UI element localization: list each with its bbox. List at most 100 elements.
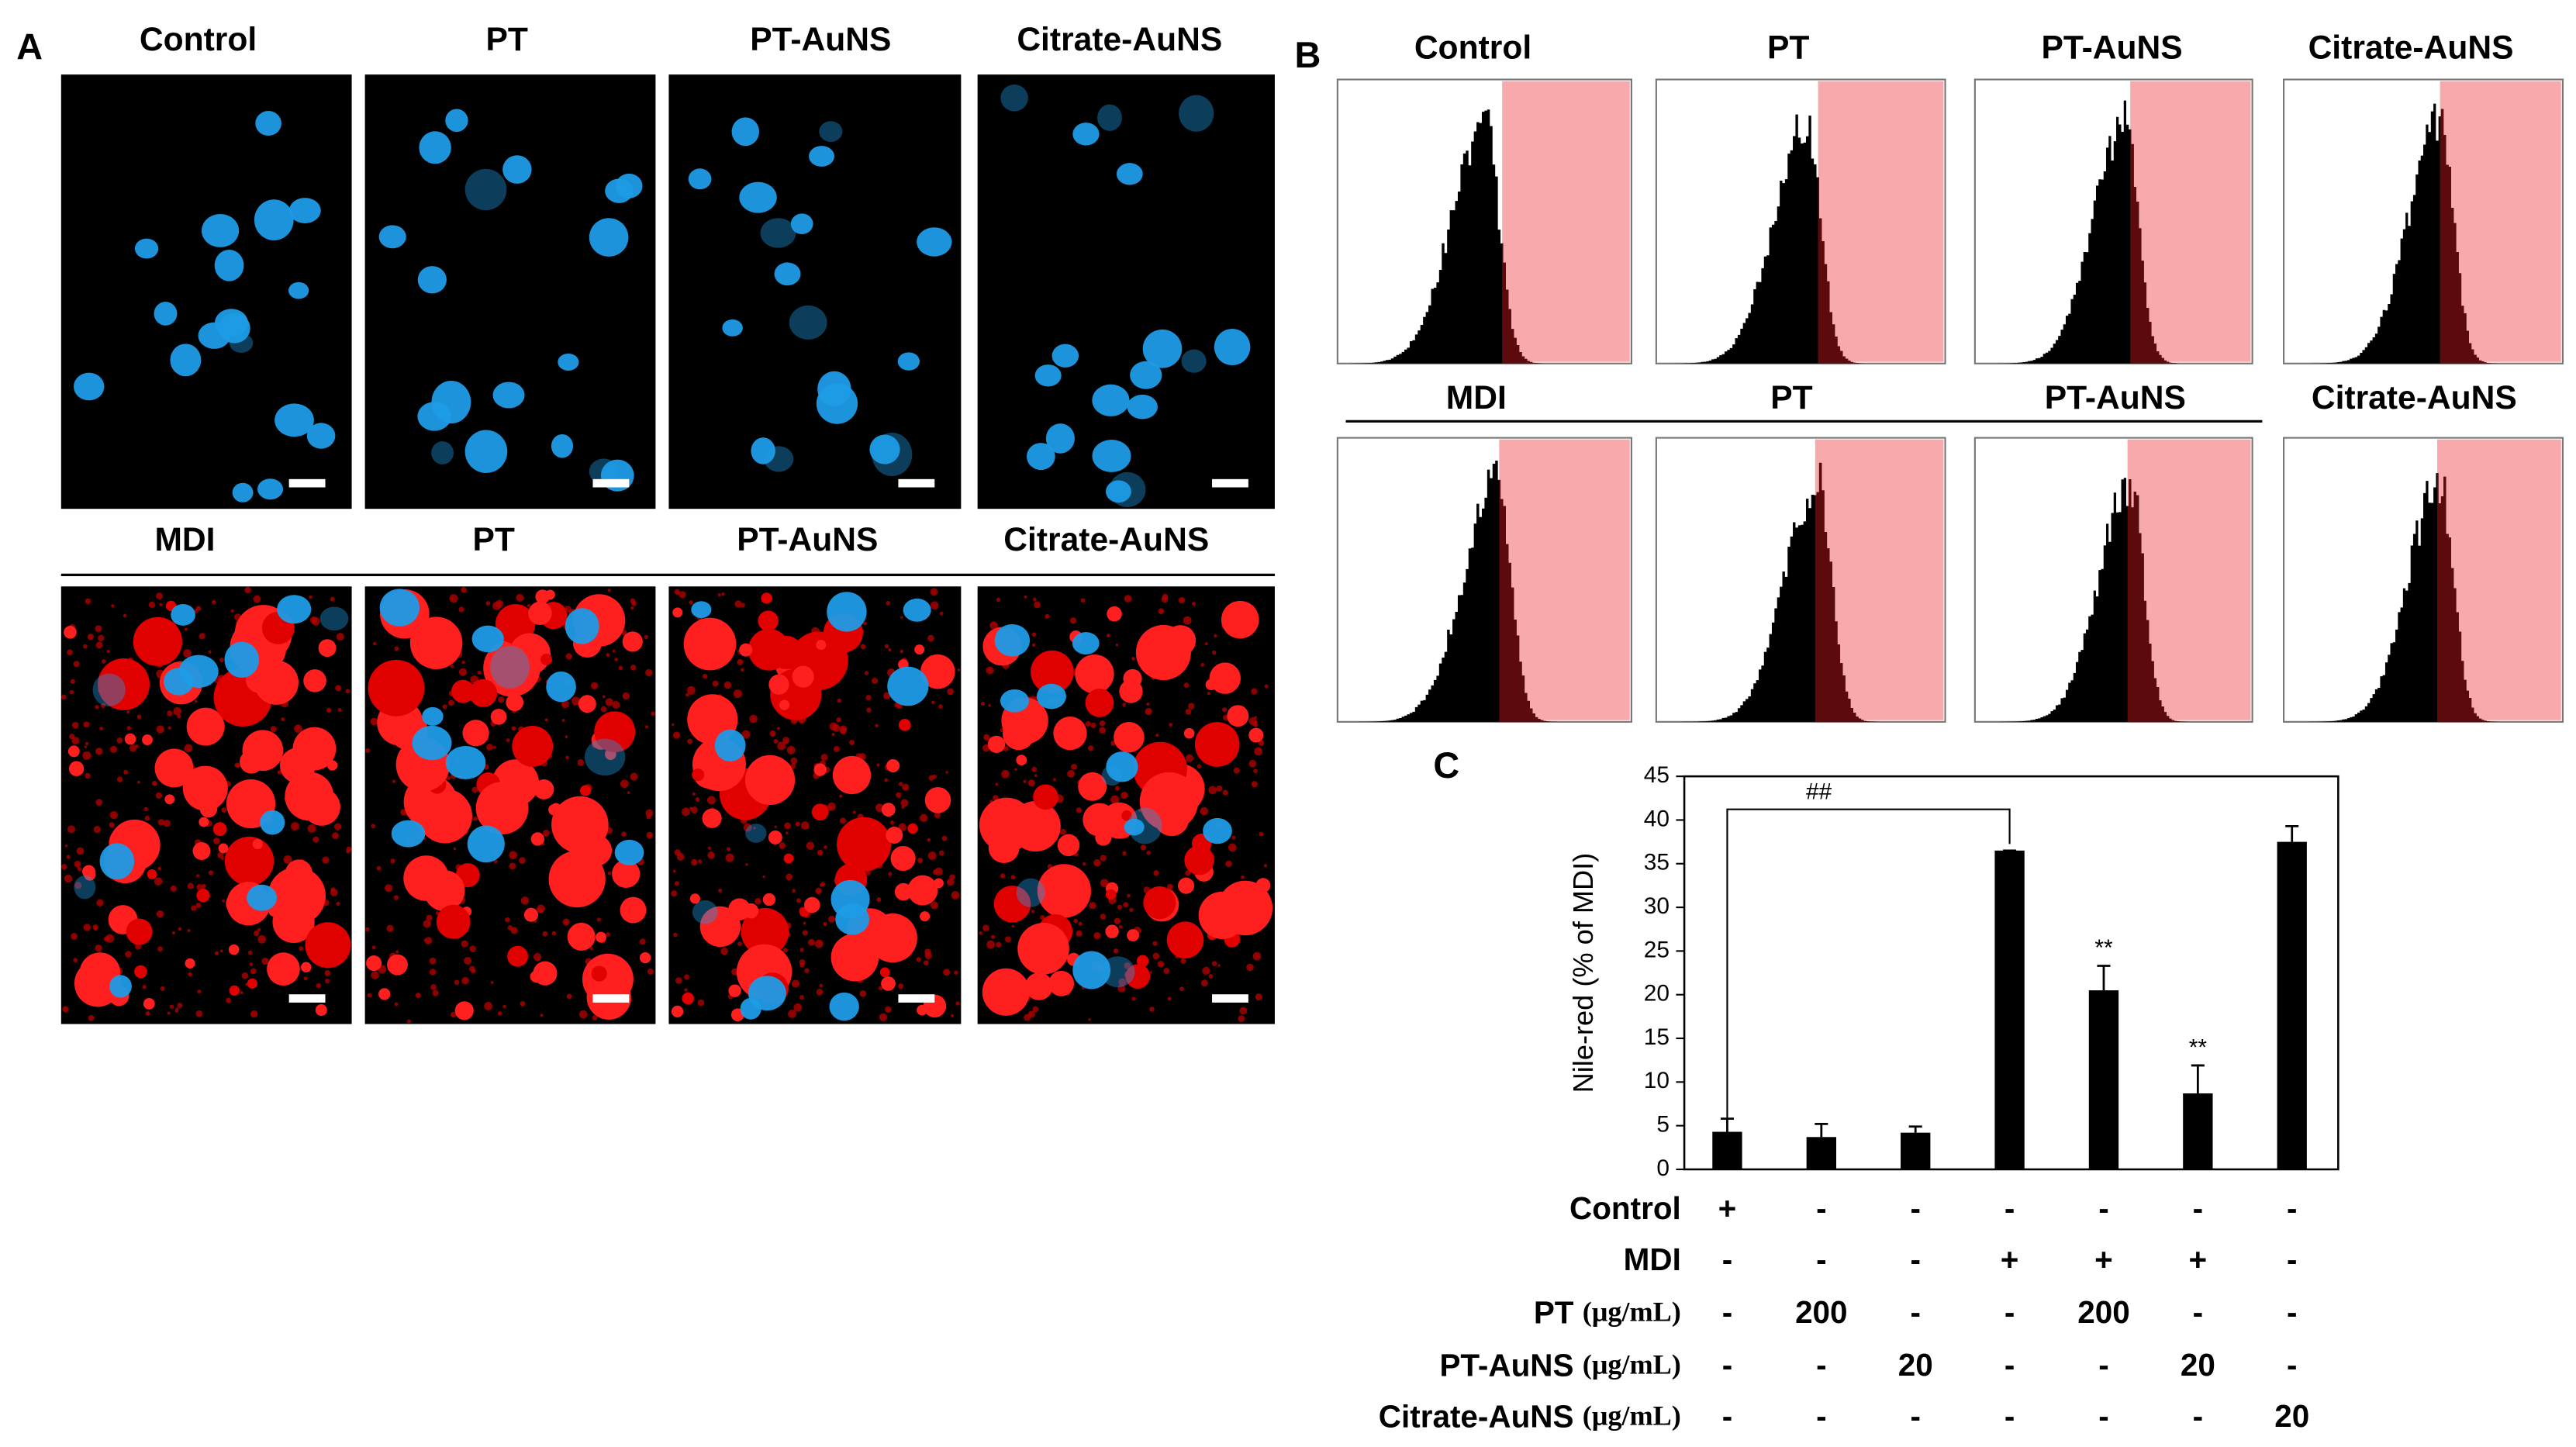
lipid-droplet <box>199 731 214 746</box>
lipid-speck <box>1166 883 1173 890</box>
lipid-speck <box>786 745 796 755</box>
lipid-speck <box>303 976 308 981</box>
lipid-droplet <box>1198 891 1246 939</box>
treatment-cell: - <box>2098 1190 2108 1226</box>
lipid-speck <box>136 714 142 720</box>
nucleus <box>558 353 579 371</box>
lipid-speck <box>95 705 99 710</box>
lipid-speck <box>169 1004 174 1009</box>
treatment-unit: (μg/mL) <box>1583 1297 1681 1328</box>
lipid-speck <box>1200 806 1209 816</box>
nucleus <box>99 843 135 880</box>
panel-title: MDI <box>154 521 215 558</box>
y-tick-label: 25 <box>1644 937 1670 962</box>
lipid-speck <box>67 825 75 834</box>
lipid-speck <box>932 869 938 875</box>
lipid-speck <box>160 986 165 991</box>
lipid-droplet <box>1107 606 1122 622</box>
nucleus <box>994 623 1031 657</box>
lipid-speck <box>1149 971 1152 974</box>
lipid-speck <box>828 915 836 923</box>
lipid-speck <box>815 887 823 895</box>
nucleus <box>288 198 321 223</box>
lipid-speck <box>83 721 90 728</box>
treatment-label: MDI <box>1624 1242 1681 1277</box>
nucleus <box>903 598 931 622</box>
lipid-speck <box>430 984 437 990</box>
treatment-cell: - <box>1910 1398 1920 1434</box>
nucleus <box>1072 123 1100 146</box>
lipid-speck <box>1080 598 1086 603</box>
nucleus <box>1130 361 1162 389</box>
lipid-speck <box>879 1013 888 1021</box>
lipid-speck <box>148 601 156 609</box>
lipid-speck <box>542 829 550 837</box>
y-tick-label: 0 <box>1656 1155 1670 1181</box>
nucleus <box>887 666 929 706</box>
lipid-speck <box>486 744 493 751</box>
lipid-speck <box>270 726 277 733</box>
treatment-cell: - <box>1816 1242 1826 1277</box>
lipid-speck <box>1082 862 1086 866</box>
treatment-cell: 20 <box>1898 1347 1933 1383</box>
nucleus <box>254 199 294 241</box>
treatment-cell: - <box>1816 1347 1826 1383</box>
lipid-speck <box>1246 963 1254 972</box>
panel-title: MDI <box>1446 379 1507 416</box>
lipid-speck <box>982 924 989 931</box>
lipid-droplet <box>528 601 552 626</box>
nucleus <box>431 441 454 464</box>
lipid-speck <box>187 882 194 889</box>
lipid-speck <box>1031 696 1034 699</box>
lipid-speck <box>330 596 335 602</box>
lipid-speck <box>1179 986 1184 992</box>
nucleus <box>247 884 278 911</box>
lipid-droplet <box>1037 864 1092 918</box>
lipid-speck <box>1088 745 1094 751</box>
lipid-speck <box>707 851 716 859</box>
histogram <box>2284 103 2563 364</box>
lipid-speck <box>754 898 761 905</box>
lipid-droplet <box>1143 886 1176 920</box>
lipid-speck <box>865 695 872 701</box>
lipid-speck <box>71 933 78 940</box>
lipid-speck <box>247 950 253 955</box>
lipid-speck <box>461 661 465 665</box>
nucleus <box>134 238 159 259</box>
lipid-droplet <box>326 760 338 771</box>
lipid-speck <box>294 724 302 733</box>
treatment-cell: - <box>2098 1347 2108 1383</box>
lipid-speck <box>157 819 164 826</box>
lipid-speck <box>645 668 653 677</box>
treatment-label: PT (μg/mL) <box>1534 1294 1681 1330</box>
lipid-speck <box>734 600 742 608</box>
lipid-speck <box>1228 843 1237 852</box>
lipid-speck <box>1027 779 1035 787</box>
lipid-speck <box>1100 913 1107 920</box>
lipid-speck <box>62 1006 69 1013</box>
lipid-droplet <box>1105 889 1117 900</box>
lipid-speck <box>123 613 127 618</box>
lipid-speck <box>620 779 629 789</box>
lipid-speck <box>1129 907 1134 913</box>
panel-title: Citrate-AuNS <box>2312 379 2517 416</box>
treatment-name: Citrate-AuNS <box>1379 1398 1574 1434</box>
lipid-speck <box>622 692 630 700</box>
lipid-speck <box>1207 692 1210 696</box>
lipid-speck <box>372 641 377 646</box>
lipid-speck <box>621 630 627 636</box>
lipid-speck <box>1093 859 1101 867</box>
nucleus <box>275 403 314 437</box>
lipid-droplet <box>423 870 465 911</box>
lipid-droplet <box>303 669 326 692</box>
panel-title: PT <box>473 521 515 558</box>
lipid-speck <box>741 668 744 672</box>
scale-bar <box>288 478 326 488</box>
lipid-droplet <box>301 962 312 972</box>
nucleus <box>464 430 508 473</box>
lipid-speck <box>365 927 370 932</box>
lipid-speck <box>786 831 789 834</box>
lipid-speck <box>542 931 548 937</box>
lipid-droplet <box>596 931 606 943</box>
lipid-speck <box>195 1010 203 1017</box>
